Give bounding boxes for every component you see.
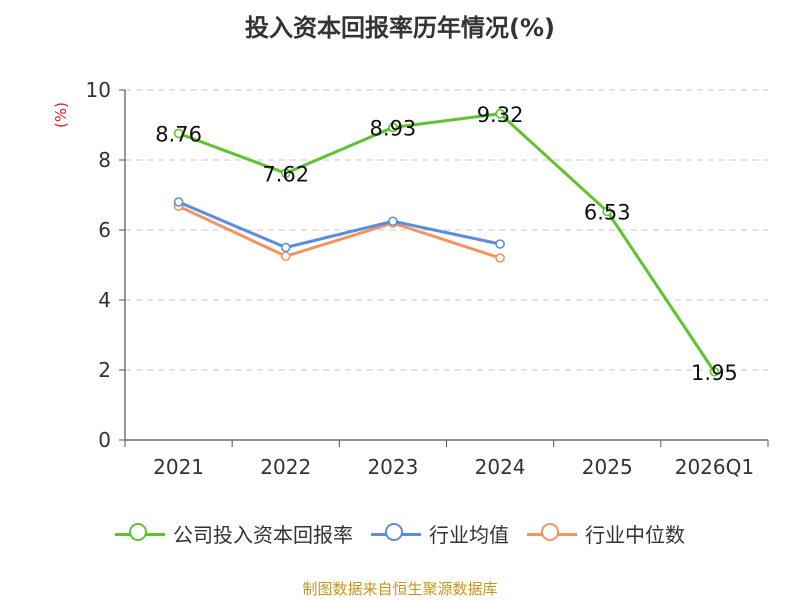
source-note: 制图数据来自恒生聚源数据库 <box>302 580 498 598</box>
x-tick-label: 2026Q1 <box>675 455 754 479</box>
data-label: 8.93 <box>370 116 417 140</box>
data-point-1 <box>173 197 184 207</box>
y-tick-label: 8 <box>98 148 111 172</box>
axis-layer: 0 2 4 6 8 10 2021 2022 2023 2024 2025 2026Q1 <box>86 78 769 479</box>
data-point-0 <box>709 366 720 377</box>
y-tick-label: 10 <box>86 78 111 102</box>
y-tick-label: 4 <box>98 288 111 312</box>
chart-title: 投入资本回报率历年情况(%) <box>245 14 555 42</box>
data-point-2 <box>280 251 291 262</box>
data-point-0 <box>388 122 398 133</box>
series-line-2 <box>177 204 501 260</box>
series-line-0 <box>178 112 716 373</box>
legend-marker-company <box>115 522 165 545</box>
x-tick-label: 2023 <box>367 455 418 479</box>
data-point-1 <box>280 242 291 253</box>
legend-label-industry-median: 行业中位数 <box>585 523 685 547</box>
data-point-1 <box>495 239 505 249</box>
y-tick-label: 2 <box>98 358 111 382</box>
legend: 公司投入资本回报率 行业均值 行业中位数 <box>0 519 800 548</box>
data-point-0 <box>280 168 291 179</box>
data-point-0 <box>495 109 505 119</box>
grid-layer <box>125 89 768 371</box>
data-label: 9.32 <box>477 103 524 127</box>
data-label: 7.62 <box>262 162 309 186</box>
series-layer <box>173 109 720 377</box>
data-label: 6.53 <box>584 200 631 224</box>
x-tick-label: 2022 <box>260 455 311 479</box>
legend-marker-industry-mean <box>371 522 421 545</box>
data-point-0 <box>602 206 613 217</box>
y-tick-label: 6 <box>98 218 111 242</box>
legend-item-industry-mean[interactable]: 行业均值 <box>371 519 509 548</box>
series-line-1 <box>177 200 501 249</box>
label-layer: 8.76 7.62 8.93 9.32 6.53 1.95 <box>155 103 738 385</box>
data-label: 1.95 <box>691 361 738 385</box>
data-point-0 <box>173 128 184 139</box>
legend-label-industry-mean: 行业均值 <box>429 523 509 547</box>
x-tick-label: 2024 <box>475 455 526 479</box>
legend-item-industry-median[interactable]: 行业中位数 <box>527 519 685 548</box>
data-point-2 <box>495 253 505 263</box>
legend-item-company[interactable]: 公司投入资本回报率 <box>115 519 353 548</box>
x-tick-label: 2025 <box>582 455 633 479</box>
legend-marker-industry-median <box>527 522 577 545</box>
data-point-1 <box>388 216 398 227</box>
legend-label-company: 公司投入资本回报率 <box>173 523 353 547</box>
y-tick-label: 0 <box>98 428 111 452</box>
x-tick-label: 2021 <box>153 455 204 479</box>
data-label: 8.76 <box>155 122 202 146</box>
